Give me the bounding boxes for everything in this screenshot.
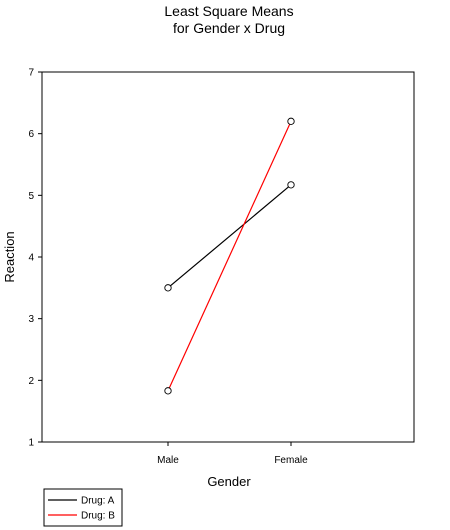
series-1-point bbox=[164, 284, 172, 292]
legend-label-2: Drug: B bbox=[81, 511, 115, 522]
x-tick-label: Male bbox=[157, 455, 179, 466]
x-axis: Male Female bbox=[157, 442, 308, 466]
series-1-point bbox=[287, 181, 295, 189]
x-tick-label: Female bbox=[274, 455, 308, 466]
series-2-point bbox=[164, 387, 172, 395]
y-tick-label: 6 bbox=[28, 129, 34, 140]
legend-box bbox=[43, 488, 123, 527]
y-tick-label: 3 bbox=[28, 314, 34, 325]
series-layer bbox=[164, 117, 295, 395]
series-line-1 bbox=[167, 184, 292, 289]
legend: Drug: A Drug: B bbox=[48, 496, 115, 522]
series-line-2 bbox=[167, 121, 292, 392]
y-tick-label: 1 bbox=[28, 438, 34, 449]
y-tick-label: 2 bbox=[28, 376, 34, 387]
y-tick-label: 4 bbox=[28, 253, 34, 264]
plot-frame bbox=[41, 71, 415, 443]
chart-title-line-1: Least Square Means bbox=[164, 3, 293, 19]
series-2-point bbox=[287, 117, 295, 125]
legend-label-1: Drug: A bbox=[81, 496, 115, 507]
y-axis-label: Reaction bbox=[2, 231, 17, 282]
y-tick-label: 5 bbox=[28, 191, 34, 202]
y-axis: 1 2 3 4 5 6 7 bbox=[28, 68, 42, 449]
y-tick-label: 7 bbox=[28, 68, 34, 79]
chart-title-line-2: for Gender x Drug bbox=[173, 20, 285, 36]
x-axis-label: Gender bbox=[207, 474, 251, 489]
